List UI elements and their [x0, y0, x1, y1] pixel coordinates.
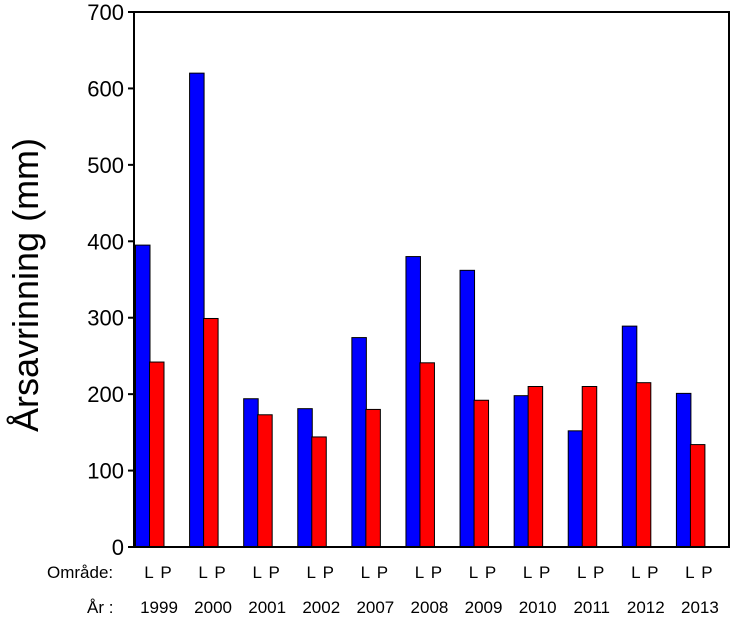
bar — [473, 399, 490, 548]
bar — [567, 430, 584, 548]
bar — [405, 256, 421, 548]
bar — [527, 386, 544, 548]
y-tick-label: 300 — [87, 306, 124, 331]
area-letter: P — [323, 563, 334, 582]
area-letter: L — [685, 563, 694, 582]
y-tick-label: 0 — [112, 535, 124, 560]
x-tick-label: 1999 — [140, 598, 178, 617]
bar — [513, 395, 530, 548]
x-tick-label: 2007 — [356, 598, 394, 617]
x-tick-label: 2008 — [411, 598, 449, 617]
area-letter: L — [144, 563, 153, 582]
bar — [243, 398, 259, 548]
bar — [311, 436, 327, 548]
bar — [189, 72, 205, 548]
x-tick-label: 2010 — [519, 598, 557, 617]
bar — [459, 269, 476, 548]
area-letter: L — [631, 563, 640, 582]
area-letter: L — [469, 563, 478, 582]
area-letter: P — [377, 563, 388, 582]
area-letter: L — [252, 563, 261, 582]
area-letter: P — [214, 563, 225, 582]
bar — [203, 317, 219, 548]
area-letter: L — [307, 563, 316, 582]
y-tick-label: 100 — [87, 459, 124, 484]
bar — [297, 408, 313, 548]
year-row-label: År : — [87, 598, 113, 617]
bar — [689, 444, 706, 548]
x-tick-label: 2002 — [302, 598, 340, 617]
y-tick-label: 500 — [87, 153, 124, 178]
area-letter: P — [647, 563, 658, 582]
area-letter: L — [523, 563, 532, 582]
area-letter: P — [160, 563, 171, 582]
area-letter: P — [701, 563, 712, 582]
area-letter: L — [577, 563, 586, 582]
area-letter: L — [415, 563, 424, 582]
area-row-label: Område: — [47, 563, 113, 582]
bars — [135, 72, 706, 548]
area-letter: P — [269, 563, 280, 582]
bar — [135, 244, 151, 548]
bar — [675, 392, 692, 548]
area-letter: P — [431, 563, 442, 582]
bar — [621, 325, 638, 548]
x-tick-label: 2012 — [627, 598, 665, 617]
bar — [351, 337, 367, 548]
plot-frame — [133, 11, 730, 548]
y-tick-label: 600 — [87, 76, 124, 101]
x-tick-label: 2013 — [681, 598, 719, 617]
bar — [365, 408, 381, 548]
x-tick-label: 2011 — [573, 598, 610, 617]
x-tick-label: 2001 — [248, 598, 286, 617]
area-letter: P — [593, 563, 604, 582]
bar — [149, 361, 165, 548]
y-tick-label: 400 — [87, 229, 124, 254]
area-letter: P — [539, 563, 550, 582]
bar — [635, 382, 652, 548]
area-letter: L — [198, 563, 207, 582]
y-axis-label: Årsavrinning (mm) — [5, 138, 46, 432]
bar — [419, 362, 435, 548]
y-tick-label: 700 — [87, 0, 124, 25]
bar — [257, 414, 273, 548]
x-tick-label: 2000 — [194, 598, 232, 617]
x-tick-label: 2009 — [465, 598, 503, 617]
area-letter: P — [485, 563, 496, 582]
y-ticks: 0 100 200 300 400 500 600 700 — [87, 0, 134, 560]
area-letter: L — [361, 563, 370, 582]
bar — [581, 386, 598, 548]
y-tick-label: 200 — [87, 382, 124, 407]
